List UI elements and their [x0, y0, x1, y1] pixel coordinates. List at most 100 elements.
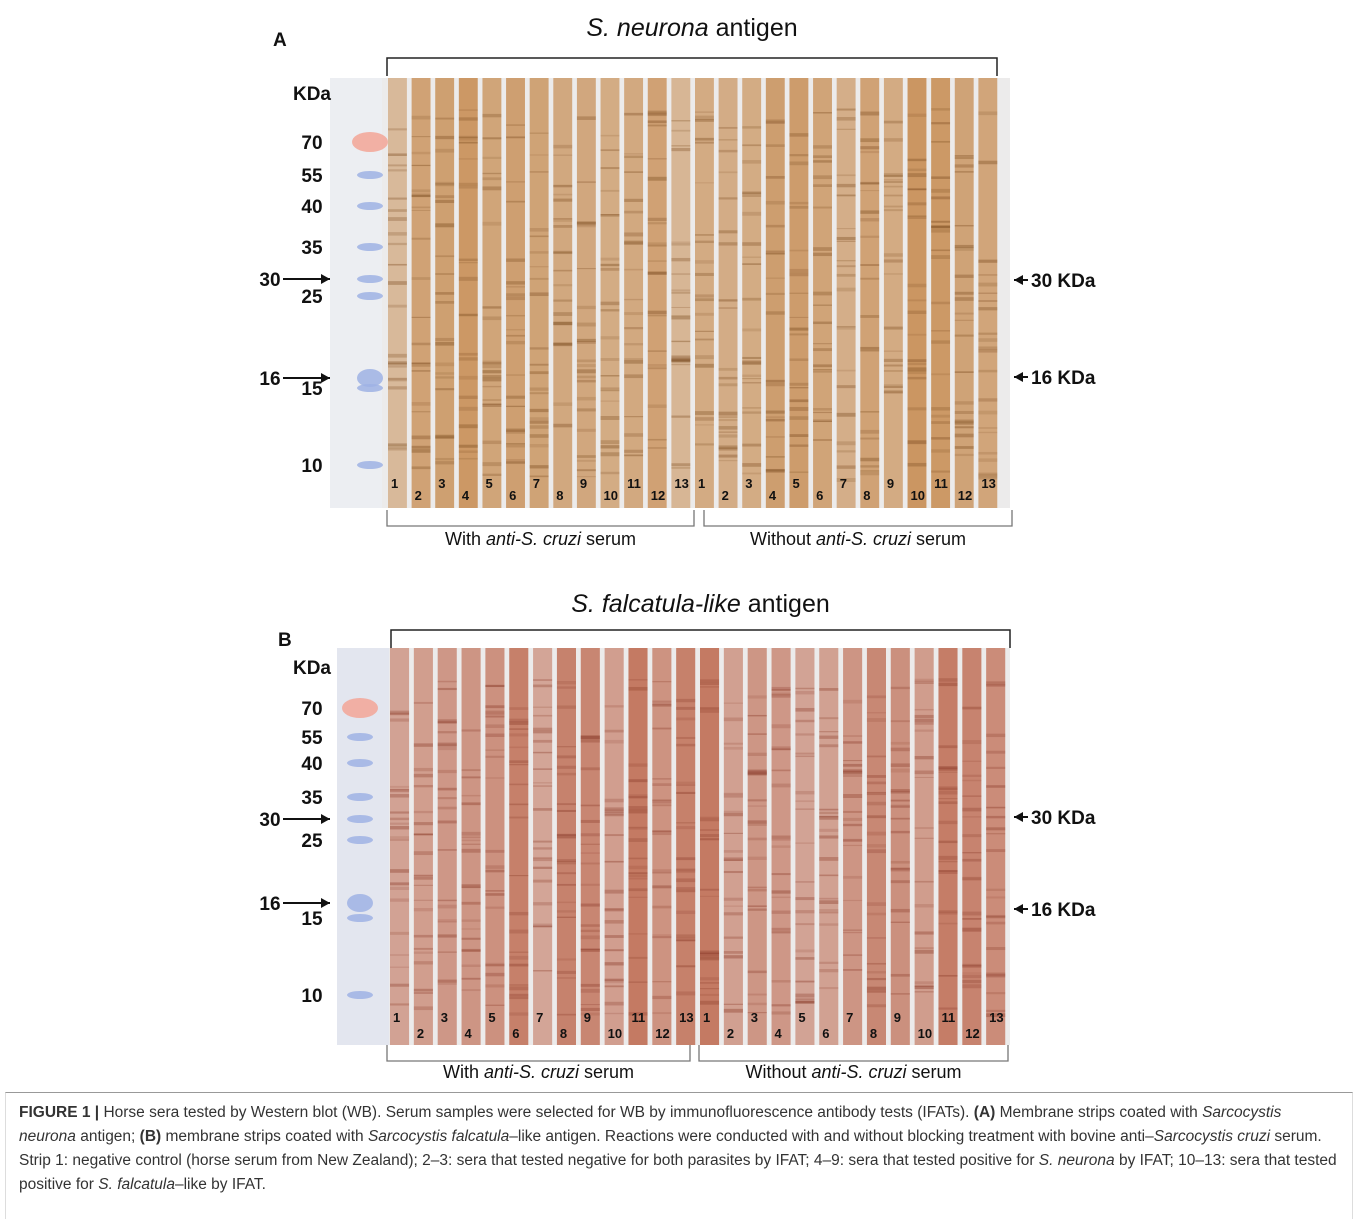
strip-band: [529, 475, 549, 478]
strip-band: [962, 852, 982, 854]
strip-band: [458, 185, 478, 189]
strip-band: [978, 274, 998, 276]
strip-band: [556, 803, 576, 806]
ladder-band: [357, 275, 383, 283]
strip-band: [600, 400, 620, 402]
strip-band: [647, 222, 667, 225]
strip-band: [795, 980, 815, 983]
strip-band: [836, 450, 856, 453]
strip-band: [742, 361, 762, 366]
unit-label: KDa: [293, 658, 331, 679]
strip: [580, 648, 600, 1045]
strip-band: [931, 225, 951, 229]
strip-band: [388, 377, 407, 381]
strip-band: [482, 172, 502, 175]
strip-band: [533, 739, 553, 743]
strip-band: [718, 299, 738, 302]
strip-band: [652, 804, 672, 807]
strip-band: [458, 424, 478, 429]
strip-band: [931, 414, 951, 418]
strip-band: [676, 939, 696, 942]
strip-band: [954, 170, 974, 173]
strip-band: [954, 224, 974, 227]
strip-band: [795, 733, 815, 736]
strip-band: [600, 134, 620, 137]
group-label-part: anti-S. cruzi: [486, 529, 582, 549]
strip-band: [671, 415, 691, 418]
strip-band: [458, 141, 478, 144]
strip-band: [986, 1009, 1006, 1012]
strip-band: [624, 155, 644, 159]
strip-band: [529, 417, 549, 421]
strip-band: [628, 827, 648, 830]
strip-band: [695, 424, 714, 426]
strip-band: [914, 722, 934, 725]
strip-band: [556, 834, 576, 839]
strip-band: [700, 682, 720, 685]
lane-number: 4: [465, 1026, 473, 1041]
strip-band: [883, 358, 903, 362]
strip-band: [580, 735, 600, 740]
strip-band: [771, 746, 791, 751]
strip-band: [506, 374, 525, 376]
strip-band: [485, 869, 505, 873]
strip-band: [700, 679, 720, 683]
strip-band: [529, 434, 549, 438]
strip: [819, 648, 839, 1045]
strip-band: [938, 798, 958, 800]
strip-band: [529, 132, 549, 134]
strip-band: [742, 328, 762, 332]
strip-band: [700, 686, 720, 688]
strip-band: [556, 859, 576, 862]
strip-band: [676, 791, 696, 794]
strip-band: [795, 881, 815, 883]
strip-band: [813, 411, 832, 414]
lane-number: 4: [775, 1026, 783, 1041]
strip-band: [695, 137, 714, 141]
strip-band: [986, 849, 1006, 853]
strip-band: [695, 240, 714, 244]
strip-band: [860, 470, 880, 472]
strip-band: [458, 262, 478, 264]
strip-band: [628, 874, 648, 878]
strip-band: [931, 188, 951, 193]
strip-band: [978, 111, 998, 116]
ladder-band: [347, 815, 373, 823]
strip-band: [747, 805, 767, 807]
strip-band: [789, 292, 809, 294]
strip-band: [907, 215, 927, 218]
strip-band: [604, 739, 624, 744]
strip-band: [866, 977, 886, 981]
strip-band: [819, 909, 839, 913]
strip-band: [843, 875, 863, 879]
strip-band: [506, 340, 525, 345]
strip-band: [604, 729, 624, 733]
strip-band: [461, 839, 481, 842]
strip-band: [866, 912, 886, 916]
strip-band: [647, 242, 667, 246]
strip-band: [580, 1003, 600, 1006]
strip-band: [860, 346, 880, 349]
strip-band: [860, 190, 880, 192]
strip-band: [938, 912, 958, 915]
strip-band: [652, 727, 672, 730]
strip-band: [907, 440, 927, 444]
strip-band: [458, 357, 478, 361]
strip-band: [647, 310, 667, 315]
ladder-band: [357, 171, 383, 179]
strip-band: [533, 706, 553, 708]
strip-band: [795, 690, 815, 695]
strip-band: [411, 136, 431, 138]
strip-band: [411, 195, 431, 198]
strip-band: [388, 197, 407, 200]
strip-band: [556, 872, 576, 875]
strip-band: [529, 408, 549, 413]
strip-band: [836, 369, 856, 372]
strip-band: [533, 847, 553, 850]
strip-band: [485, 964, 505, 966]
strip-band: [938, 922, 958, 925]
strip: [509, 648, 529, 1045]
strip-band: [931, 196, 951, 200]
caption-part: S. neurona: [1038, 1152, 1115, 1169]
